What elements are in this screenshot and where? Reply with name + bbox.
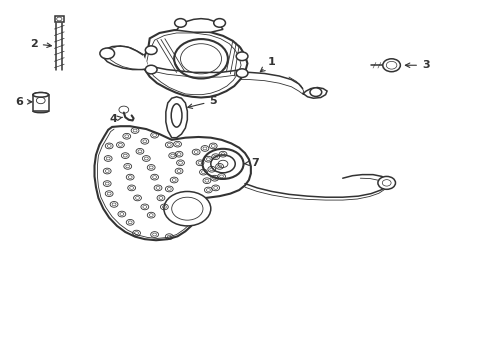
Bar: [33, 95, 49, 111]
Text: 5: 5: [188, 96, 217, 108]
Circle shape: [214, 19, 225, 27]
Polygon shape: [303, 87, 327, 98]
Circle shape: [378, 176, 395, 189]
Circle shape: [146, 46, 157, 54]
Polygon shape: [144, 30, 247, 98]
Circle shape: [174, 19, 186, 27]
Circle shape: [164, 192, 211, 226]
Text: 1: 1: [260, 57, 276, 72]
Circle shape: [236, 52, 248, 60]
Text: 7: 7: [245, 158, 259, 168]
Circle shape: [383, 59, 400, 72]
Polygon shape: [95, 126, 251, 240]
Text: 3: 3: [405, 60, 430, 70]
Ellipse shape: [33, 93, 49, 97]
Circle shape: [100, 48, 115, 59]
Circle shape: [310, 88, 322, 96]
Bar: [55, 16, 64, 22]
Text: 2: 2: [30, 39, 51, 49]
Polygon shape: [166, 97, 187, 138]
Circle shape: [146, 65, 157, 74]
Text: 4: 4: [109, 114, 122, 124]
Circle shape: [202, 149, 244, 179]
Text: 6: 6: [15, 97, 32, 107]
Polygon shape: [102, 46, 150, 69]
Ellipse shape: [171, 104, 182, 127]
Polygon shape: [176, 19, 223, 32]
Circle shape: [236, 69, 248, 77]
